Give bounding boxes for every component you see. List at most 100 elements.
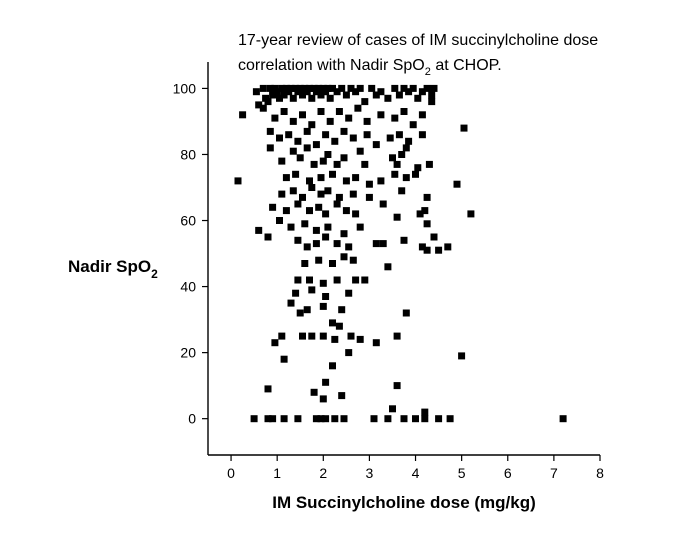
- data-point: [338, 306, 346, 314]
- data-point: [467, 210, 475, 218]
- data-point: [379, 240, 387, 248]
- data-point: [292, 289, 300, 297]
- data-point: [259, 104, 267, 112]
- data-point: [333, 160, 341, 168]
- data-point: [338, 84, 346, 92]
- data-point: [303, 243, 311, 251]
- data-point: [273, 88, 281, 96]
- data-point: [356, 147, 364, 155]
- data-point: [306, 84, 313, 92]
- data-point: [352, 210, 360, 218]
- data-point: [289, 117, 297, 125]
- data-point: [347, 84, 355, 92]
- data-point: [352, 276, 360, 284]
- data-point: [269, 203, 277, 211]
- data-point: [289, 94, 297, 102]
- data-point: [391, 170, 399, 178]
- data-point: [317, 174, 325, 182]
- data-point: [287, 223, 295, 231]
- data-point: [338, 392, 346, 400]
- x-tick-label: 7: [550, 465, 558, 481]
- data-point: [418, 88, 426, 96]
- x-tick-label: 5: [458, 465, 466, 481]
- data-point: [292, 170, 300, 178]
- data-point: [252, 88, 260, 96]
- data-point: [322, 210, 330, 218]
- data-point: [301, 220, 309, 228]
- data-point: [324, 187, 332, 195]
- data-point: [317, 108, 325, 115]
- data-point: [331, 137, 339, 145]
- x-tick-label: 3: [366, 465, 374, 481]
- data-point: [306, 276, 313, 284]
- data-point: [428, 91, 436, 99]
- data-point: [421, 207, 429, 215]
- data-point: [368, 84, 376, 92]
- data-point: [333, 88, 341, 96]
- data-point: [276, 217, 283, 224]
- data-point: [331, 335, 339, 343]
- data-point: [400, 108, 408, 115]
- data-point: [409, 121, 417, 129]
- data-point: [264, 98, 272, 106]
- data-point: [335, 108, 343, 115]
- data-point: [372, 141, 380, 149]
- data-point: [414, 94, 422, 102]
- x-tick-label: 4: [412, 465, 420, 481]
- data-point: [329, 362, 336, 370]
- data-point: [264, 385, 272, 393]
- data-point: [324, 223, 332, 231]
- data-point: [395, 131, 403, 139]
- data-point: [423, 246, 431, 254]
- data-point: [384, 94, 392, 102]
- y-tick-label: 80: [180, 146, 196, 162]
- data-point: [282, 207, 290, 215]
- data-point: [446, 415, 454, 423]
- data-point: [345, 243, 353, 251]
- data-point: [312, 415, 320, 423]
- data-point: [347, 332, 355, 340]
- data-point: [310, 160, 318, 168]
- data-point: [255, 226, 263, 234]
- data-point: [319, 157, 327, 165]
- data-point: [354, 104, 362, 112]
- data-point: [342, 91, 350, 99]
- x-tick-label: 6: [504, 465, 512, 481]
- data-point: [296, 309, 304, 317]
- data-point: [361, 160, 369, 168]
- data-point: [324, 84, 332, 92]
- data-point: [306, 207, 313, 215]
- data-point: [340, 127, 348, 135]
- data-point: [322, 233, 330, 241]
- y-axis-ticks: 0 20 40 60 80 100: [173, 80, 208, 427]
- data-point: [421, 408, 429, 416]
- data-point: [352, 88, 360, 96]
- data-point: [333, 240, 341, 248]
- data-point: [345, 349, 353, 357]
- data-point: [398, 151, 406, 158]
- data-point: [345, 114, 353, 122]
- data-point: [372, 339, 380, 347]
- data-point: [430, 233, 438, 241]
- data-point: [414, 164, 422, 172]
- y-axis-title-main: Nadir SpO: [68, 257, 151, 276]
- y-tick-label: 20: [180, 345, 196, 361]
- data-point: [372, 91, 380, 99]
- chart-title-line-2-suffix: at CHOP.: [431, 57, 502, 74]
- y-tick-label: 100: [173, 80, 197, 96]
- x-tick-label: 8: [596, 465, 604, 481]
- y-tick-label: 60: [180, 213, 196, 229]
- data-point: [402, 174, 410, 182]
- data-point: [296, 84, 304, 92]
- data-point: [322, 378, 330, 386]
- data-point: [421, 415, 429, 423]
- data-point: [379, 200, 387, 208]
- data-point: [294, 200, 302, 208]
- data-point: [280, 91, 288, 99]
- data-point: [335, 193, 343, 201]
- data-point: [349, 134, 357, 142]
- data-point: [458, 352, 466, 360]
- data-point: [393, 332, 401, 340]
- data-point: [340, 415, 348, 423]
